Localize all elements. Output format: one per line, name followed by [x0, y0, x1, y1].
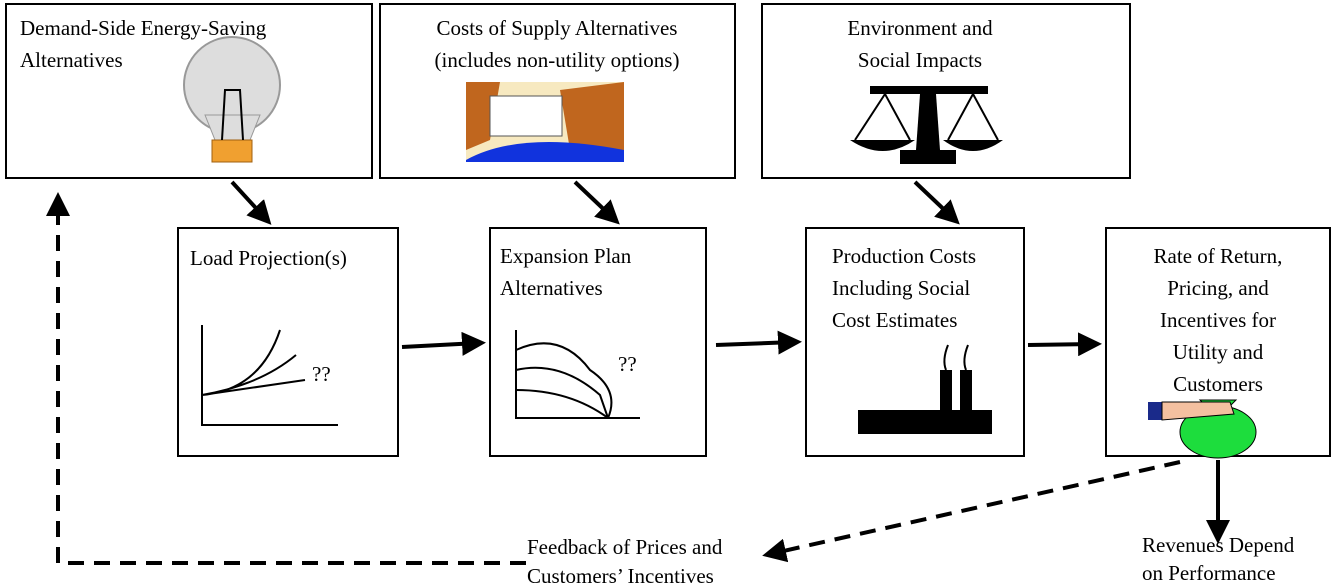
node-label: Load Projection(s) — [190, 246, 347, 270]
node-label: Customers — [1173, 372, 1263, 396]
node-label: Social Impacts — [858, 48, 982, 72]
node-label: Alternatives — [500, 276, 603, 300]
annotation: Customers’ Incentives — [527, 564, 714, 587]
node-label: Environment and — [847, 16, 993, 40]
arrow — [402, 343, 478, 347]
node-label: Expansion Plan — [500, 244, 632, 268]
node-label: Alternatives — [20, 48, 123, 72]
arrow — [575, 182, 614, 219]
node-note: ?? — [618, 352, 637, 376]
node-label: Cost Estimates — [832, 308, 957, 332]
annotation: Feedback of Prices and — [527, 535, 723, 559]
node-label: Including Social — [832, 276, 970, 300]
node-label: Pricing, and — [1167, 276, 1269, 300]
diagram: Demand-Side Energy-Saving Alternatives C… — [0, 0, 1339, 587]
arrow — [1028, 344, 1094, 345]
node-label: Demand-Side Energy-Saving — [20, 16, 267, 40]
node-label: (includes non-utility options) — [435, 48, 680, 72]
node-label: Production Costs — [832, 244, 976, 268]
annotation: on Performance — [1142, 561, 1276, 585]
arrow — [232, 182, 266, 219]
node-label: Rate of Return, — [1154, 244, 1283, 268]
annotation: Revenues Depend — [1142, 533, 1295, 557]
node-note: ?? — [312, 362, 331, 386]
dashed-arrow — [770, 462, 1180, 554]
dam-icon — [466, 82, 624, 162]
arrow — [716, 342, 794, 345]
node-label: Incentives for — [1160, 308, 1276, 332]
arrow — [915, 182, 954, 219]
node-label: Costs of Supply Alternatives — [437, 16, 678, 40]
node-label: Utility and — [1173, 340, 1264, 364]
